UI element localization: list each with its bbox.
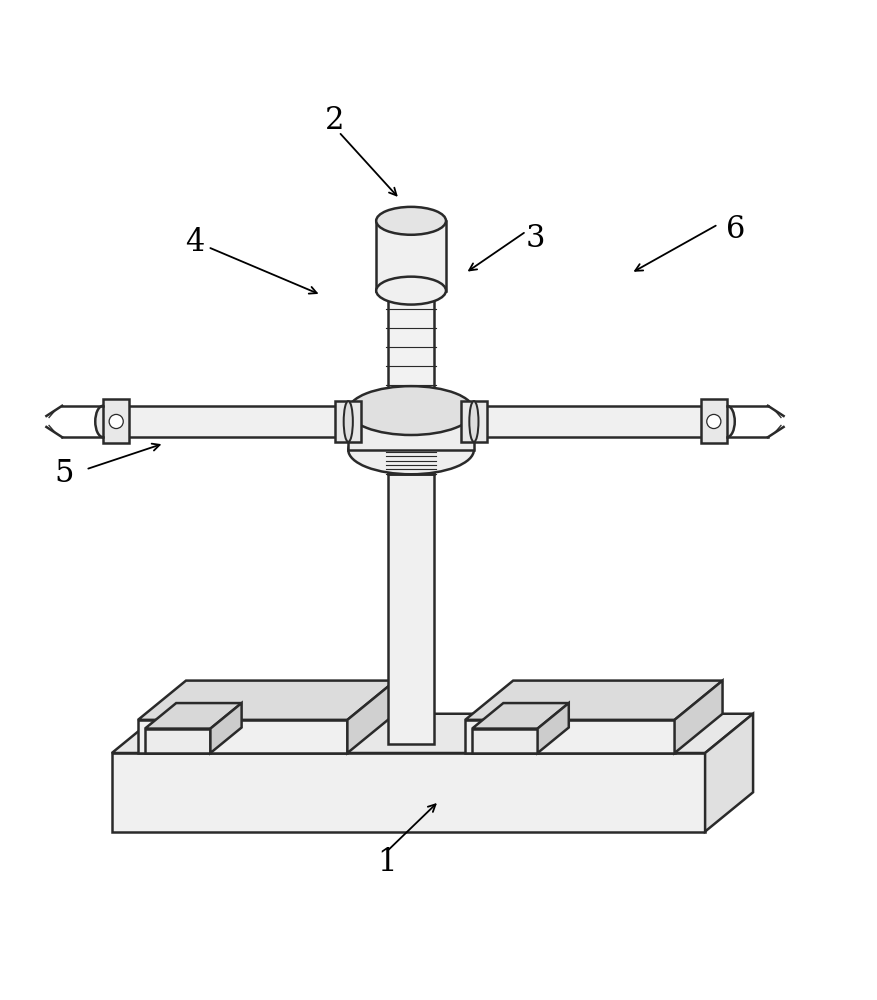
Circle shape xyxy=(706,414,720,429)
Polygon shape xyxy=(138,681,395,720)
Polygon shape xyxy=(537,703,568,753)
Polygon shape xyxy=(111,714,752,753)
Text: 3: 3 xyxy=(524,223,544,254)
Ellipse shape xyxy=(718,406,734,437)
Polygon shape xyxy=(111,753,704,832)
Ellipse shape xyxy=(375,207,446,235)
Polygon shape xyxy=(210,703,241,753)
Polygon shape xyxy=(347,681,395,753)
Bar xyxy=(700,399,726,443)
Bar xyxy=(474,406,726,437)
Ellipse shape xyxy=(469,401,478,442)
Bar xyxy=(103,399,129,443)
Polygon shape xyxy=(145,729,210,753)
Polygon shape xyxy=(472,703,568,729)
Bar xyxy=(388,439,433,474)
Ellipse shape xyxy=(348,386,474,435)
Bar xyxy=(388,291,433,423)
Ellipse shape xyxy=(466,406,481,437)
Text: 4: 4 xyxy=(185,227,204,258)
Text: 7: 7 xyxy=(708,406,727,437)
Polygon shape xyxy=(465,681,722,720)
Polygon shape xyxy=(465,720,674,753)
Text: 1: 1 xyxy=(376,847,396,878)
Polygon shape xyxy=(674,681,722,753)
Text: 5: 5 xyxy=(54,458,74,489)
Text: 2: 2 xyxy=(324,105,344,136)
Bar xyxy=(375,221,446,291)
Ellipse shape xyxy=(348,425,474,474)
Polygon shape xyxy=(145,703,241,729)
Ellipse shape xyxy=(95,406,111,437)
Circle shape xyxy=(109,414,123,429)
Ellipse shape xyxy=(340,406,356,437)
Text: 6: 6 xyxy=(725,214,745,245)
Ellipse shape xyxy=(375,277,446,305)
Bar xyxy=(388,474,433,744)
Polygon shape xyxy=(472,729,537,753)
Bar xyxy=(460,401,487,442)
Ellipse shape xyxy=(343,401,353,442)
Bar xyxy=(335,401,361,442)
Polygon shape xyxy=(138,720,347,753)
Bar xyxy=(348,411,474,450)
Polygon shape xyxy=(704,714,752,832)
Bar xyxy=(103,406,348,437)
